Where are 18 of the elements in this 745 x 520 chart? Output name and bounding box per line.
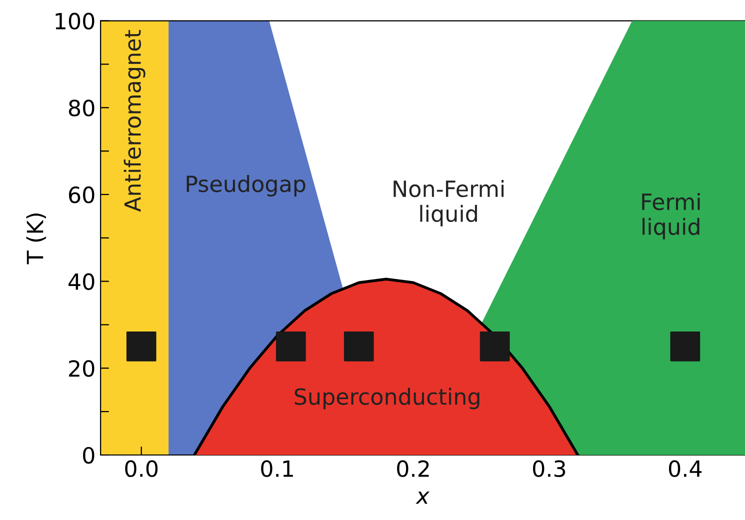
x-tick-label: 0.4 bbox=[668, 460, 702, 478]
y-tick-label: 80 bbox=[68, 100, 94, 116]
annotation: Non-Fermi liquid bbox=[394, 180, 504, 226]
band-label: Antiferromagnet bbox=[124, 30, 146, 212]
y-tick-label: 100 bbox=[56, 12, 94, 30]
y-axis-title: T (K) bbox=[26, 214, 46, 264]
annotation: Fermi liquid bbox=[642, 192, 700, 240]
annotation: Pseudogap bbox=[186, 175, 306, 197]
x-tick-label: 0.2 bbox=[397, 460, 429, 478]
y-tick-label: 40 bbox=[68, 273, 94, 290]
y-tick-label: 20 bbox=[69, 360, 94, 377]
x-tick-label: 0.3 bbox=[533, 460, 566, 478]
x-tick-label: 0.0 bbox=[125, 460, 158, 478]
x-axis-title: x bbox=[416, 492, 430, 504]
y-tick-label: 60 bbox=[68, 186, 94, 204]
x-tick-label: 0.1 bbox=[261, 460, 293, 478]
annotation: Superconducting bbox=[294, 388, 480, 410]
y-tick-label: 0 bbox=[83, 446, 94, 464]
